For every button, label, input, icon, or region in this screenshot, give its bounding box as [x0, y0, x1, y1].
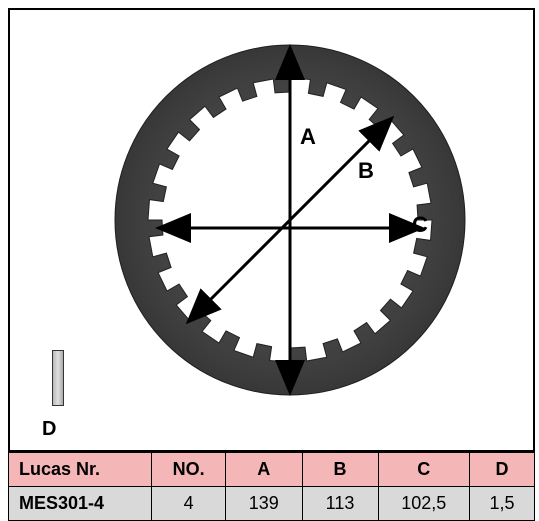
label-b: B — [358, 158, 374, 184]
label-a: A — [300, 124, 316, 150]
label-c: C — [412, 212, 428, 238]
cell-a: 139 — [226, 487, 302, 521]
col-c: C — [378, 453, 469, 487]
cell-lucas-nr: MES301-4 — [9, 487, 152, 521]
col-d: D — [470, 453, 535, 487]
page-container: A B C D Lucas Nr. NO. A B C D MES301-4 — [0, 0, 539, 519]
col-b: B — [302, 453, 378, 487]
cell-c: 102,5 — [378, 487, 469, 521]
cell-no: 4 — [152, 487, 226, 521]
table-row: MES301-4 4 139 113 102,5 1,5 — [9, 487, 535, 521]
thickness-bar — [52, 350, 64, 406]
cell-d: 1,5 — [470, 487, 535, 521]
clutch-plate-svg — [10, 10, 533, 450]
data-table: Lucas Nr. NO. A B C D MES301-4 4 139 113… — [8, 452, 535, 521]
label-d: D — [42, 418, 56, 441]
table-header-row: Lucas Nr. NO. A B C D — [9, 453, 535, 487]
diagram-frame: A B C D — [8, 8, 535, 452]
data-table-wrap: Lucas Nr. NO. A B C D MES301-4 4 139 113… — [8, 452, 535, 521]
col-a: A — [226, 453, 302, 487]
cell-b: 113 — [302, 487, 378, 521]
col-lucas-nr: Lucas Nr. — [9, 453, 152, 487]
diagram-area: A B C D — [10, 10, 533, 450]
col-no: NO. — [152, 453, 226, 487]
